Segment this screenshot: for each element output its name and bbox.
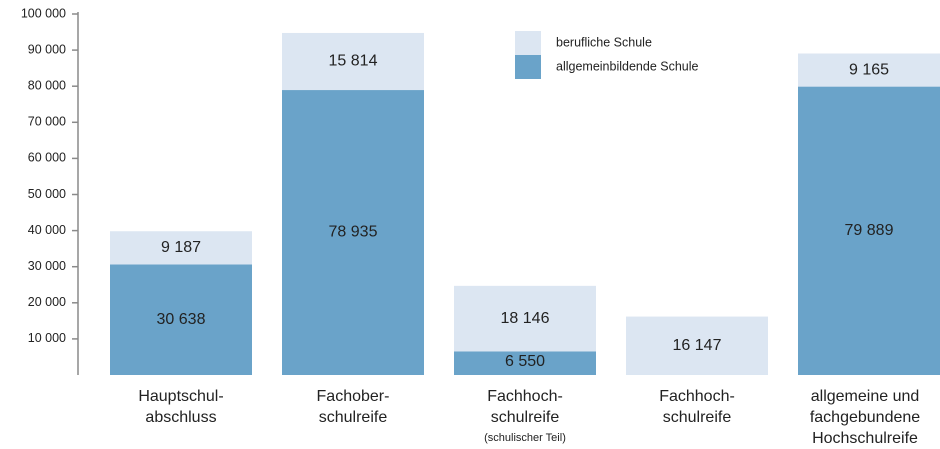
- value-label: 9 165: [849, 61, 889, 78]
- y-tick-label: 60 000: [28, 151, 66, 165]
- y-tick-label: 100 000: [21, 6, 66, 20]
- value-label: 16 147: [673, 337, 722, 354]
- y-tick-label: 90 000: [28, 42, 66, 56]
- bar-segment: [110, 231, 252, 265]
- bar-segment: [454, 285, 596, 352]
- legend-label: allgemeinbildende Schule: [556, 59, 699, 73]
- y-tick-label: 70 000: [28, 115, 66, 129]
- value-label: 18 146: [501, 310, 550, 327]
- value-label: 6 550: [505, 353, 545, 370]
- y-tick-label: 10 000: [28, 331, 66, 345]
- legend-swatch: [515, 55, 541, 79]
- bar-segment: [798, 53, 940, 87]
- x-tick-label: Fachhoch- schulreife: [659, 388, 735, 426]
- legend-swatch: [515, 31, 541, 55]
- y-tick-label: 40 000: [28, 223, 66, 237]
- value-label: 9 187: [161, 239, 201, 256]
- bar-segment: [282, 32, 424, 91]
- bar-segment: [282, 90, 424, 375]
- y-tick-label: 20 000: [28, 295, 66, 309]
- annotation: (schulischer Teil): [484, 432, 566, 444]
- x-tick-label: allgemeine und fachgebundene Hochschulre…: [809, 388, 921, 447]
- value-label: 78 935: [329, 224, 378, 241]
- value-label: 30 638: [157, 311, 206, 328]
- x-tick-label: Fachhoch- schulreife: [487, 388, 563, 426]
- bar-segment: [798, 86, 940, 375]
- y-tick-label: 30 000: [28, 259, 66, 273]
- y-tick-label: 80 000: [28, 78, 66, 92]
- value-label: 79 889: [845, 222, 894, 239]
- x-tick-label: Hauptschul- abschluss: [138, 388, 224, 426]
- legend-label: berufliche Schule: [556, 35, 652, 49]
- y-tick-label: 50 000: [28, 187, 66, 201]
- x-tick-label: Fachober- schulreife: [316, 388, 390, 426]
- bar-segment: [626, 316, 768, 375]
- bar-segment: [454, 351, 596, 375]
- bar-segment: [110, 264, 252, 375]
- value-label: 15 814: [329, 53, 378, 70]
